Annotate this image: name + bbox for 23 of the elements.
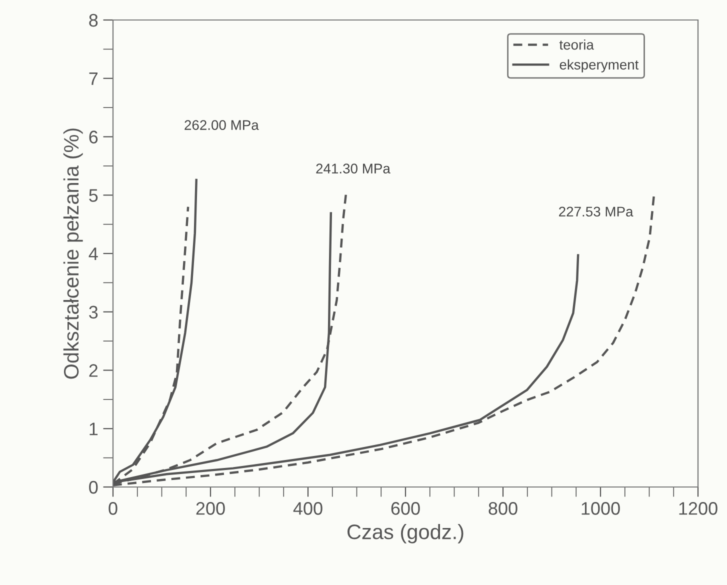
x-axis-title: Czas (godz.) (348, 524, 464, 544)
x-tick-label: 200 (196, 502, 225, 515)
y-tick-label: 0 (89, 480, 98, 494)
x-tick-label: 1000 (582, 502, 620, 515)
annotation: 227.53 MPa (559, 206, 634, 217)
y-tick-label: 2 (89, 364, 98, 377)
x-tick-label: 1200 (679, 502, 718, 515)
legend-label: eksperyment (560, 59, 639, 72)
y-tick-label: 5 (89, 189, 98, 202)
x-tick-label: 800 (488, 502, 518, 515)
x-tick-label: 600 (391, 502, 420, 515)
annotation: 262.00 MPa (184, 120, 259, 130)
y-tick-label: 8 (89, 14, 98, 27)
y-tick-label: 4 (88, 248, 98, 260)
annotation: 241.30 MPa (316, 164, 390, 174)
y-tick-label: 6 (89, 130, 98, 144)
y-tick-label: 7 (89, 72, 98, 85)
legend-label: teoria (559, 40, 594, 50)
y-tick-label: 3 (89, 306, 98, 319)
x-tick-label: 400 (293, 502, 322, 515)
y-axis-title: Odkształcenie pełzania (%) (63, 128, 83, 379)
y-tick-label: 1 (90, 422, 98, 436)
x-tick-label: 0 (108, 502, 118, 515)
